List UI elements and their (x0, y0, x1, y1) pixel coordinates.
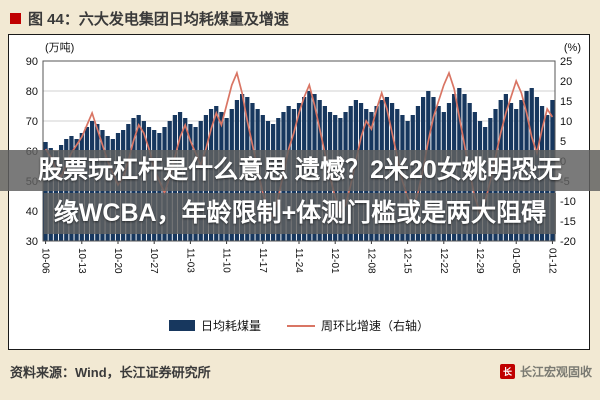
headline-line1: 股票玩杠杆是什么意思 遗憾？2米20女姚明恐无 (0, 150, 600, 191)
svg-text:10: 10 (560, 116, 572, 128)
chart-legend: 日均耗煤量 周环比增速（右轴） (9, 317, 589, 334)
svg-text:12-01: 12-01 (329, 248, 340, 274)
svg-text:12-08: 12-08 (365, 248, 376, 274)
svg-text:25: 25 (560, 56, 572, 68)
headline-overlay: 股票玩杠杆是什么意思 遗憾？2米20女姚明恐无 缘WCBA，年龄限制+体测门槛或… (0, 150, 600, 234)
svg-text:90: 90 (26, 56, 38, 68)
svg-text:01-12: 01-12 (546, 248, 557, 274)
svg-text:30: 30 (26, 236, 38, 248)
figure-bullet-icon (10, 13, 21, 24)
svg-text:40: 40 (26, 206, 38, 218)
watermark-logo-icon: 长 (499, 364, 515, 379)
footer: 资料来源：Wind，长江证券研究所 长 长江宏观固收 (10, 362, 592, 381)
svg-text:20: 20 (560, 76, 572, 88)
headline-line2: 缘WCBA，年龄限制+体测门槛或是两大阻碍 (43, 193, 557, 234)
svg-text:11-10: 11-10 (221, 248, 232, 273)
legend-line-label: 周环比增速（右轴） (321, 319, 430, 333)
legend-bar-swatch-icon (168, 320, 195, 331)
svg-text:70: 70 (26, 116, 38, 128)
figure-title: 图 44：六大发电集团日均耗煤量及增速 (28, 11, 289, 28)
svg-text:80: 80 (26, 86, 38, 98)
legend-line-swatch-icon (287, 324, 315, 327)
svg-text:11-24: 11-24 (293, 248, 304, 273)
svg-text:15: 15 (560, 96, 572, 108)
legend-bar-label: 日均耗煤量 (200, 319, 261, 333)
legend-item-bar: 日均耗煤量 (168, 317, 261, 334)
svg-text:10-27: 10-27 (148, 248, 159, 274)
figure-header: 图 44：六大发电集团日均耗煤量及增速 (10, 8, 289, 29)
svg-text:5: 5 (560, 136, 566, 148)
svg-text:12-22: 12-22 (438, 248, 449, 274)
watermark-text: 长江宏观固收 (519, 365, 592, 379)
svg-text:11-17: 11-17 (257, 248, 268, 273)
svg-text:-20: -20 (560, 236, 576, 248)
svg-text:11-03: 11-03 (184, 248, 195, 273)
svg-text:12-29: 12-29 (474, 248, 485, 274)
watermark-badge: 长 长江宏观固收 (499, 363, 592, 380)
svg-text:10-06: 10-06 (40, 248, 51, 274)
legend-item-line: 周环比增速（右轴） (287, 317, 429, 334)
svg-text:-10: -10 (560, 196, 576, 208)
source-text: 资料来源：Wind，长江证券研究所 (10, 365, 211, 380)
svg-text:(%): (%) (564, 42, 581, 54)
svg-text:10-13: 10-13 (76, 248, 87, 274)
svg-text:(万吨): (万吨) (45, 41, 74, 54)
svg-text:01-05: 01-05 (510, 248, 521, 274)
svg-text:12-15: 12-15 (402, 248, 413, 274)
svg-text:10-20: 10-20 (112, 248, 123, 274)
svg-text:-15: -15 (560, 216, 576, 228)
